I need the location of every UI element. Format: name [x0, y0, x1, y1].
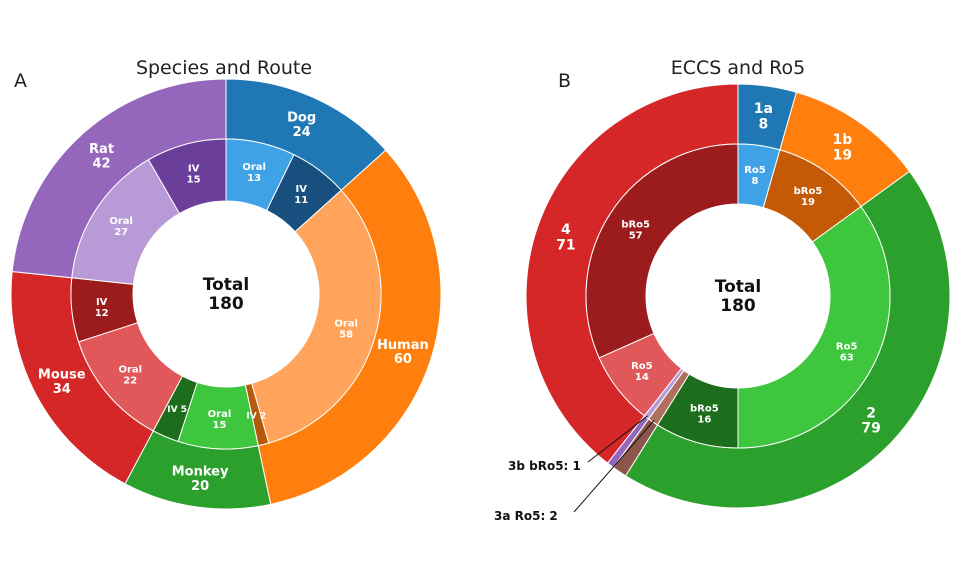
panel-a-outer-label-0: Dog 24: [287, 110, 316, 139]
panel-b-center-value: 180: [720, 296, 756, 316]
panel-b-outer-label-1: 1b 19: [833, 132, 853, 163]
panel-a-hole: [133, 201, 319, 387]
panel-a-inner-label-4: Oral 15: [208, 409, 232, 431]
panel-a-inner-label-1: IV 11: [294, 184, 308, 206]
panel-a-outer-label-2: Monkey 20: [172, 465, 229, 494]
panel-b-inner-label-0: Ro5 8: [744, 165, 766, 187]
panel-b-inner-label-6: Ro5 14: [631, 361, 653, 383]
panel-b-hole: [646, 204, 830, 388]
panel-a-outer-label-1: Human 60: [377, 338, 429, 367]
panel-a-outer-label-3: Mouse 34: [38, 368, 86, 397]
panel-a-letter: A: [14, 70, 27, 92]
panel-b-inner-label-1: bRo5 19: [794, 186, 823, 208]
panel-b-callout-0: 3b bRo5: 1: [508, 459, 581, 473]
panel-a-inner-label-9: IV 15: [187, 163, 201, 185]
panel-b-inner-label-7: bRo5 57: [621, 220, 650, 242]
panel-a-inner-label-2: Oral 58: [334, 318, 358, 340]
panel-a-donut: Dog 24 Human 60 Monkey 20 Mouse 34 Rat 42 Oral 13 IV…: [10, 78, 442, 510]
panel-a-center-label: Total: [203, 275, 249, 295]
panel-a-outer-label-4: Rat 42: [89, 142, 114, 171]
panel-a-inner-label-8: Oral 27: [109, 216, 133, 238]
panel-a-title: Species and Route: [136, 57, 312, 79]
panel-b-callout-line-1: [573, 420, 655, 513]
panel-b-inner-label-3: bRo5 16: [690, 403, 719, 425]
panel-b-center-label: Total: [715, 277, 761, 297]
panel-b-callout-line-0: [587, 415, 649, 463]
panel-a-center-value: 180: [208, 294, 244, 314]
panel-a-inner-small-label-5: IV 5: [167, 405, 187, 415]
panel-b-callout-1: 3a Ro5: 2: [494, 509, 558, 523]
panel-a-inner-small-label-3: IV 2: [246, 411, 266, 421]
panel-b-outer-label-2: 2 79: [861, 405, 880, 436]
panel-a-inner-label-0: Oral 13: [242, 162, 266, 184]
panel-b-inner-label-2: Ro5 63: [836, 341, 858, 363]
panel-b-outer-label-5: 4 71: [556, 222, 575, 253]
panel-a-inner-label-7: IV 12: [95, 297, 109, 319]
panel-a-inner-label-6: Oral 22: [118, 364, 142, 386]
panel-b-donut: 1a 8 1b 19 2 79 4 71 Ro5 8 bRo5 19 Ro5 63 bRo5 16 Ro5 14 b…: [494, 83, 951, 523]
panel-b-letter: B: [558, 70, 571, 92]
panel-b-outer-label-0: 1a 8: [754, 101, 773, 132]
panel-b-title: ECCS and Ro5: [671, 57, 805, 79]
